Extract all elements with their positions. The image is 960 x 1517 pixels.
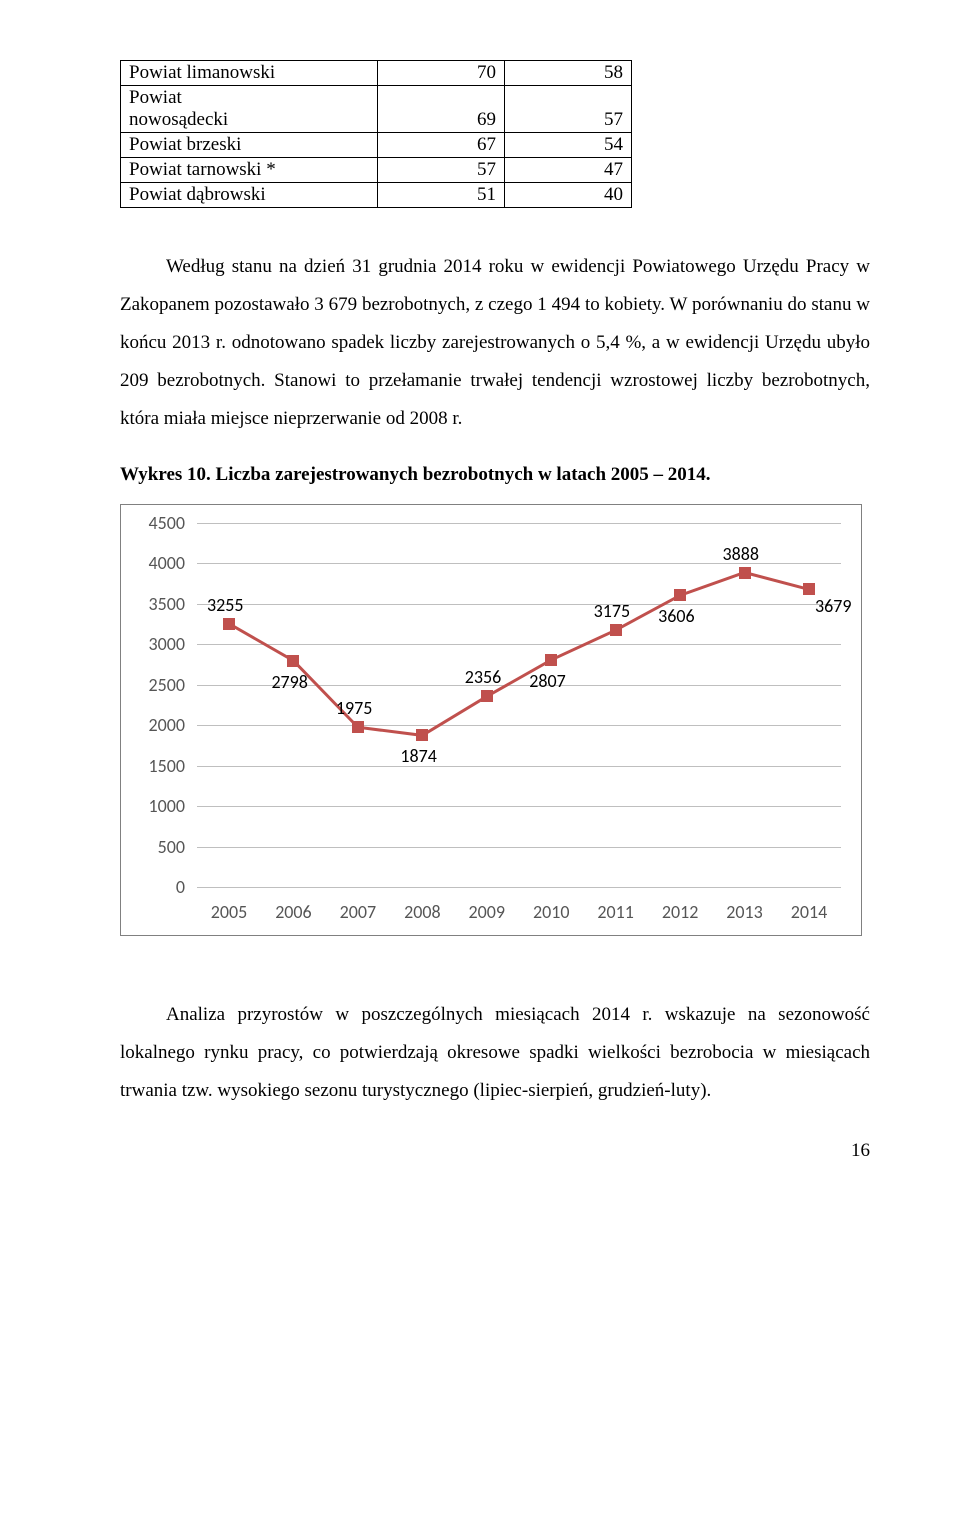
x-axis-label: 2005	[211, 901, 248, 923]
x-axis-label: 2014	[791, 901, 828, 923]
paragraph-1: Według stanu na dzień 31 grudnia 2014 ro…	[120, 248, 870, 438]
table-cell-name: Powiat tarnowski *	[121, 158, 378, 183]
y-axis-label: 3000	[149, 633, 198, 655]
table-cell-value: 58	[505, 61, 632, 86]
chart-marker	[287, 655, 299, 667]
table-cell-value: 70	[378, 61, 505, 86]
chart-marker	[223, 618, 235, 630]
chart-data-label: 3679	[815, 595, 852, 617]
y-axis-label: 3500	[149, 593, 198, 615]
x-axis-label: 2012	[662, 901, 699, 923]
chart-data-label: 2356	[465, 666, 502, 688]
y-axis-label: 4000	[149, 552, 198, 574]
chart-data-label: 1975	[336, 697, 373, 719]
x-axis-label: 2011	[597, 901, 634, 923]
table-cell-value: 57	[378, 158, 505, 183]
chart-marker	[610, 624, 622, 636]
y-axis-label: 1000	[149, 795, 198, 817]
page-number: 16	[120, 1140, 870, 1162]
y-axis-label: 0	[176, 876, 197, 898]
table-cell-name: Powiatnowosądecki	[121, 86, 378, 133]
chart-data-label: 1874	[400, 745, 437, 767]
table-cell-value: 69	[378, 86, 505, 133]
y-axis-label: 4500	[149, 512, 198, 534]
x-axis-label: 2010	[533, 901, 570, 923]
table-cell-value: 51	[378, 183, 505, 208]
chart-marker	[416, 729, 428, 741]
gridline	[197, 887, 841, 888]
chart-data-label: 2807	[529, 670, 566, 692]
x-axis-label: 2008	[404, 901, 441, 923]
chart-data-label: 3175	[594, 600, 631, 622]
chart-title: Wykres 10. Liczba zarejestrowanych bezro…	[120, 464, 870, 486]
x-axis-label: 2006	[275, 901, 312, 923]
chart-marker	[545, 654, 557, 666]
chart-marker	[674, 589, 686, 601]
chart-marker	[481, 690, 493, 702]
chart-marker	[352, 721, 364, 733]
chart-data-label: 3255	[207, 594, 244, 616]
chart-data-label: 3888	[723, 543, 760, 565]
table-cell-value: 54	[505, 133, 632, 158]
y-axis-label: 2000	[149, 714, 198, 736]
chart-marker	[739, 567, 751, 579]
chart-data-label: 3606	[658, 605, 695, 627]
table-cell-value: 67	[378, 133, 505, 158]
table-cell-value: 57	[505, 86, 632, 133]
chart: 0 500 1000 1500 2000 2500 3000 3500 4000 4500 3255…	[120, 504, 862, 936]
y-axis-label: 2500	[149, 674, 198, 696]
x-axis-label: 2007	[340, 901, 377, 923]
table-cell-name: Powiat dąbrowski	[121, 183, 378, 208]
chart-data-label: 2798	[271, 671, 308, 693]
chart-marker	[803, 583, 815, 595]
table-cell-name: Powiat limanowski	[121, 61, 378, 86]
table-cell-value: 47	[505, 158, 632, 183]
table-cell-name: Powiat brzeski	[121, 133, 378, 158]
x-axis-label: 2009	[469, 901, 506, 923]
paragraph-2: Analiza przyrostów w poszczególnych mies…	[120, 996, 870, 1110]
powiat-table: Powiat limanowski7058 Powiatnowosądecki69…	[120, 60, 632, 208]
table-cell-value: 40	[505, 183, 632, 208]
x-axis-label: 2013	[726, 901, 763, 923]
y-axis-label: 500	[158, 836, 197, 858]
y-axis-label: 1500	[149, 755, 198, 777]
